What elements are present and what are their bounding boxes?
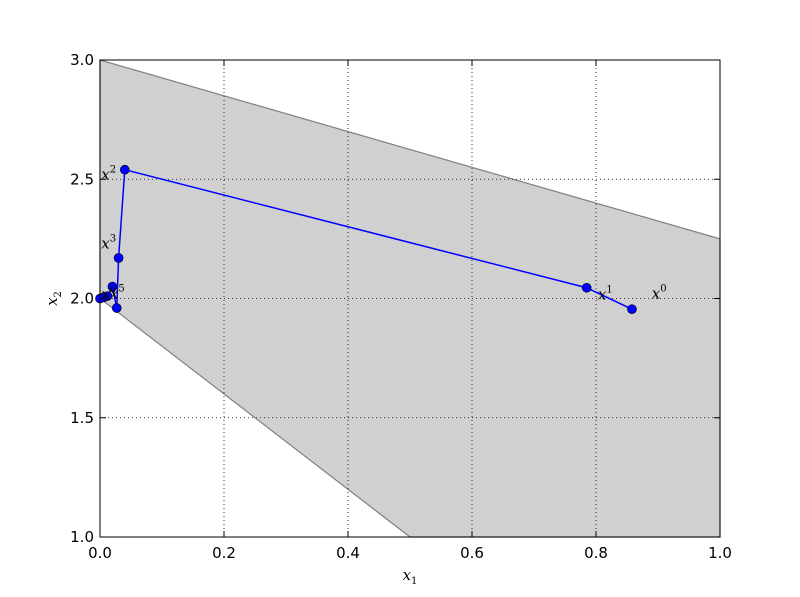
grid bbox=[100, 60, 720, 537]
y-axis-label: x2 bbox=[43, 291, 64, 306]
point-label: x0 bbox=[652, 284, 667, 303]
ticks: 0.0 0.2 0.4 0.6 0.8 1.0 1.0 1.5 2.0 2.5 3.0 bbox=[70, 51, 732, 562]
x-tick-label: 0.8 bbox=[584, 544, 608, 562]
y-tick-label: 2.0 bbox=[70, 290, 94, 308]
data-point bbox=[120, 164, 130, 175]
data-point bbox=[107, 281, 118, 292]
series-layer bbox=[95, 164, 637, 315]
x-tick-label: 1.0 bbox=[708, 544, 732, 562]
point-label: x2 bbox=[101, 164, 116, 183]
data-point bbox=[111, 303, 122, 313]
data-point bbox=[627, 304, 637, 315]
y-tick-label: 1.0 bbox=[70, 528, 94, 546]
point-label: x6 bbox=[101, 285, 116, 304]
y-tick-label: 3.0 bbox=[70, 51, 94, 69]
x-tick-label: 0.6 bbox=[460, 544, 484, 562]
x-axis-label: x1 bbox=[403, 566, 418, 587]
x-tick-label: 0.0 bbox=[88, 544, 112, 562]
y-tick-label: 1.5 bbox=[70, 409, 94, 427]
x-tick-label: 0.2 bbox=[212, 544, 236, 562]
x-tick-label: 0.4 bbox=[336, 544, 360, 562]
data-point bbox=[113, 253, 124, 263]
point-label: x1 bbox=[598, 285, 613, 304]
y-tick-label: 2.5 bbox=[70, 170, 94, 188]
point-label: x5 bbox=[110, 284, 125, 303]
data-point bbox=[581, 282, 592, 293]
point-label: x3 bbox=[101, 233, 116, 252]
